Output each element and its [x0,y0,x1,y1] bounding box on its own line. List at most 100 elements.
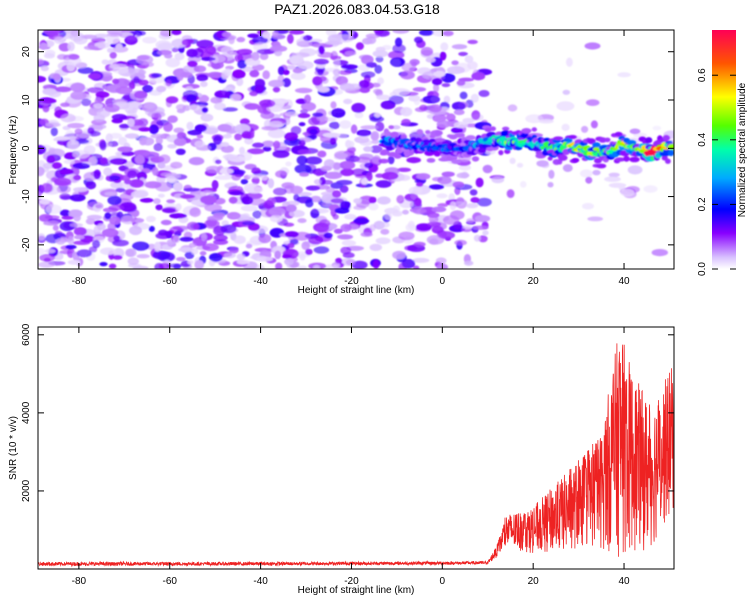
heatmap-speckle [302,35,313,41]
heatmap-speckle [176,257,186,262]
heatmap-ridge-cell [592,142,601,148]
colorbar-gradient [712,30,736,269]
heatmap-speckle [176,132,187,139]
heatmap-speckle [54,86,72,93]
heatmap-speckle [258,233,272,244]
heatmap-speckle [119,123,130,129]
heatmap-speckle [165,96,179,104]
heatmap-ridge-cell [393,153,402,159]
heatmap-speckle [345,259,356,266]
heatmap-speckle [343,98,353,105]
heatmap-speckle [87,87,104,94]
heatmap-speckle [275,262,283,269]
heatmap-speckle [355,42,364,50]
heatmap-speckle [284,132,298,141]
heatmap-speckle [42,88,57,96]
heatmap-speckle [155,40,172,50]
heatmap-speckle [330,101,337,109]
heatmap-speckle [451,60,459,66]
heatmap-speckle [166,239,176,245]
snr-series-line [38,343,674,568]
colorbar-label: Normalized spectral amplitude [737,82,748,217]
heatmap-speckle [112,78,120,85]
heatmap-speckle [80,34,98,39]
heatmap-speckle [416,208,427,214]
heatmap-speckle [287,33,294,44]
heatmap-ridge-cell [442,150,452,155]
heatmap-ridge-cell [502,126,510,131]
heatmap-speckle [412,87,427,92]
heatmap-speckle [340,64,359,70]
heatmap-speckle [420,46,434,57]
heatmap-speckle [341,240,357,246]
heatmap-speckle [441,83,451,88]
heatmap-speckle [223,252,236,259]
heatmap-speckle [361,54,374,65]
heatmap-speckle [285,161,292,167]
heatmap-speckle [204,219,220,229]
heatmap-speckle [88,156,98,166]
heatmap-speckle [451,127,463,134]
heatmap-speckle [256,256,273,262]
heatmap-speckle [67,139,80,150]
heatmap-speckle [138,127,152,132]
heatmap-speckle [274,250,282,260]
heatmap-speckle [313,58,329,65]
heatmap-speckle [188,242,197,248]
heatmap-ridge-cell [571,158,580,163]
heatmap-speckle [188,157,205,166]
heatmap-speckle [167,115,178,123]
heatmap-speckle [41,98,57,104]
heatmap-speckle [449,201,456,211]
heatmap-speckle [50,127,58,137]
heatmap-speckle [214,90,231,99]
heatmap-speckle [398,231,415,241]
heatmap-ridge-cell [665,158,671,164]
heatmap-speckle [297,113,311,119]
heatmap-ridge-cell [433,151,441,157]
heatmap-speckle [38,247,45,256]
heatmap-speckle [305,185,320,191]
heatmap-speckle [67,122,85,129]
heatmap-speckle [313,246,330,254]
heatmap-speckle [200,195,217,205]
heatmap-speckle [284,231,299,238]
heatmap-speckle [200,113,214,122]
heatmap-ridge-cell [465,135,476,141]
heatmap-speckle [333,162,341,170]
heatmap-speckle [435,257,447,265]
heatmap-speckle [296,40,313,48]
heatmap-speckle [388,95,404,105]
heatmap-ridge-cell [667,149,674,157]
heatmap-speckle [587,216,604,222]
x-tick-label: 0 [440,576,446,587]
heatmap-speckle [310,195,322,203]
heatmap-speckle [167,144,177,149]
heatmap-speckle [69,223,84,228]
heatmap-speckle [440,42,449,51]
heatmap-speckle [169,213,187,219]
x-tick-label: 20 [528,576,540,587]
heatmap-speckle [369,145,383,154]
heatmap-speckle [296,155,308,165]
heatmap-speckle [228,246,239,254]
heatmap-speckle [272,41,282,52]
heatmap-speckle [201,57,216,61]
heatmap-speckle [202,243,219,252]
heatmap-speckle [525,114,544,124]
heatmap-speckle [191,248,199,255]
heatmap-speckle [112,66,129,74]
heatmap-speckle [271,98,289,104]
heatmap-ridge-cell [441,140,449,145]
heatmap-y-label: Frequency (Hz) [8,116,19,185]
heatmap-speckle [104,191,118,197]
heatmap-speckle [134,154,145,165]
heatmap-speckle [353,218,370,224]
heatmap-speckle [473,234,481,242]
heatmap-speckle [153,198,161,205]
heatmap-speckle [124,161,135,168]
heatmap-speckle [38,191,42,198]
heatmap-speckle [249,90,258,97]
heatmap-speckle [300,101,317,112]
heatmap-speckle [52,224,59,231]
